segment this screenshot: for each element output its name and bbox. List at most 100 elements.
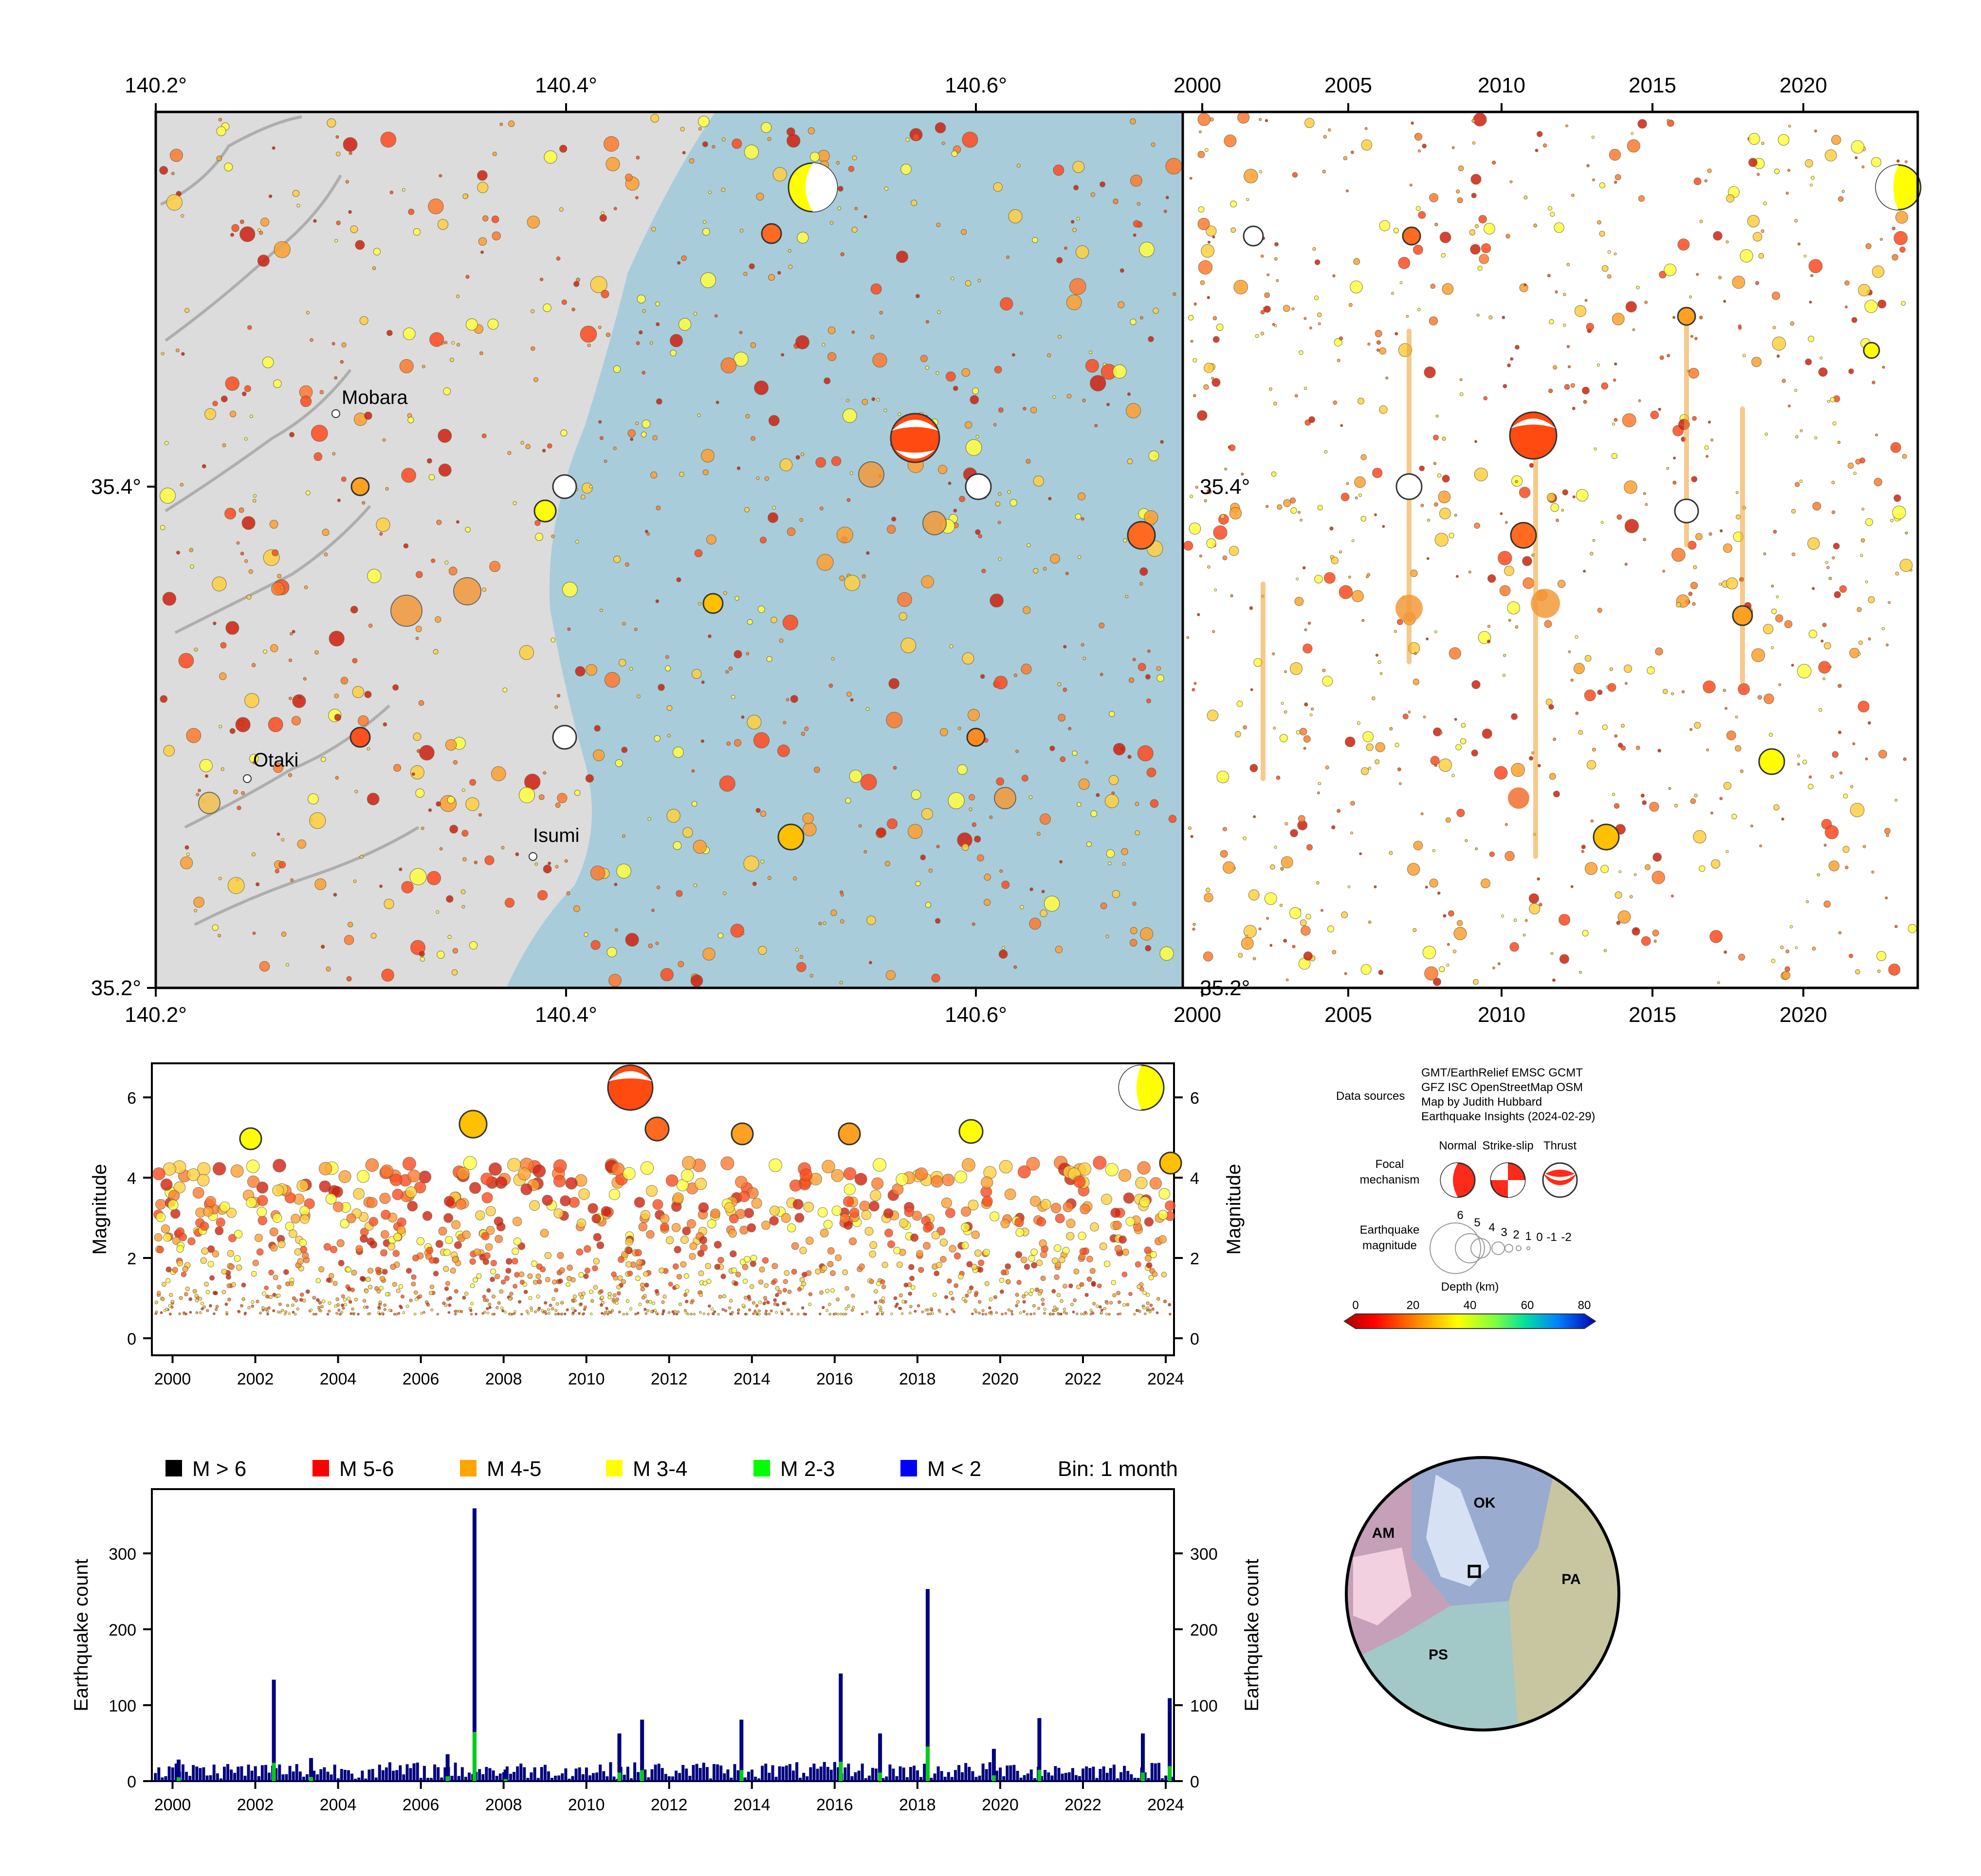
map-quake-dot [453, 760, 458, 765]
time-section-quake-dot [1575, 635, 1578, 639]
map-quake-dot [278, 861, 286, 869]
map-quake-dot [1127, 755, 1132, 759]
x-tick-label: 2002 [237, 1370, 274, 1388]
magnitude-quake-dot [1010, 1310, 1013, 1313]
time-section-quake-dot [1890, 442, 1901, 453]
map-quake-dot [204, 774, 209, 778]
magnitude-quake-dot [482, 1294, 486, 1299]
map-quake-dot [1151, 142, 1156, 147]
magnitude-quake-dot [752, 1301, 756, 1305]
time-section-quake-dot [1750, 824, 1754, 828]
magnitude-quake-dot [753, 1310, 757, 1313]
time-section-quake-dot [1784, 620, 1793, 628]
time-section-quake-dot [1850, 802, 1865, 818]
magnitude-quake-dot [951, 1308, 954, 1311]
time-section-quake-dot [1548, 704, 1554, 710]
map-quake-dot [1108, 861, 1112, 865]
time-section-quake-dot [1668, 787, 1671, 790]
magnitude-quake-dot [1020, 1257, 1027, 1263]
map-quake-dot [581, 494, 586, 500]
magnitude-quake-dot [635, 1275, 641, 1281]
map-quake-dot [702, 469, 709, 475]
magnitude-quake-dot [1060, 1312, 1063, 1316]
time-section-quake-dot [1266, 917, 1269, 920]
magnitude-quake-dot [989, 1297, 993, 1302]
map-quake-dot [477, 170, 488, 181]
magnitude-quake-dot [699, 1236, 707, 1244]
time-section-quake-dot [1772, 291, 1780, 300]
time-section-quake-dot [1360, 454, 1367, 460]
map-quake-dot [222, 443, 226, 448]
magnitude-quake-dot [231, 1282, 236, 1287]
time-section-quake-dot [1735, 745, 1742, 752]
histogram-bar-bin [578, 1767, 581, 1781]
map-quake-dot [162, 592, 177, 606]
time-section-quake-dot [1379, 220, 1391, 232]
histogram-bar-bin [826, 1767, 829, 1781]
map-quake-dot [334, 693, 339, 699]
magnitude-quake-dot [454, 1241, 462, 1249]
magnitude-quake-dot [347, 1287, 352, 1292]
map-quake-dot [1078, 778, 1090, 790]
magnitude-quake-dot [156, 1212, 166, 1222]
map-quake-dot [799, 518, 804, 522]
magnitude-quake-dot [735, 1176, 748, 1188]
time-section-quake-dot [1259, 170, 1263, 173]
time-section-quake-dot [1552, 978, 1556, 982]
magnitude-quake-dot [393, 1233, 402, 1241]
time-section-quake-dot [1812, 947, 1816, 951]
map-quake-dot [164, 441, 169, 445]
map-quake-dot [1113, 743, 1126, 756]
map-quake-dot [843, 408, 857, 423]
time-section-quake-dot [1398, 256, 1411, 269]
map-quake-dot [461, 905, 465, 909]
map-quake-dot [746, 652, 750, 656]
time-section-quake-dot [1484, 223, 1495, 235]
map-quake-dot [272, 549, 279, 556]
magnitude-quake-dot [554, 1312, 557, 1316]
time-section-quake-dot [1344, 972, 1347, 975]
histogram-bar-bin [1040, 1776, 1044, 1781]
time-section-quake-dot [1894, 925, 1898, 929]
time-section-quake-dot [1748, 158, 1758, 167]
map-quake-dot [801, 731, 806, 736]
time-section-quake-dot [1270, 864, 1275, 870]
time-section-quake-dot [1616, 514, 1622, 520]
time-section-quake-dot [1379, 672, 1383, 675]
magnitude-quake-dot [347, 1296, 351, 1301]
magnitude-quake-dot [388, 1309, 391, 1312]
magnitude-quake-dot [1060, 1299, 1064, 1303]
map-quake-dot [218, 876, 222, 880]
map-quake-dot [1068, 727, 1072, 730]
magnitude-quake-dot [915, 1167, 928, 1181]
map-quake-dot [651, 227, 656, 232]
magnitude-quake-dot [922, 1223, 932, 1233]
magnitude-quake-dot [1091, 1282, 1096, 1287]
x-tick-label: 2012 [651, 1370, 688, 1388]
map-quake-dot [501, 846, 505, 850]
time-section-quake-dot [1362, 731, 1374, 743]
magnitude-quake-dot [294, 1298, 298, 1303]
map-quake-dot [502, 687, 508, 692]
magnitude-quake-dot [825, 1289, 830, 1293]
histogram-bar-bin [192, 1765, 195, 1781]
map-quake-dot [642, 419, 651, 429]
time-section-quake-dot [1509, 180, 1513, 183]
time-section-quake-dot [1693, 830, 1706, 844]
magnitude-quake-dot [365, 1158, 379, 1172]
magnitude-quake-dot [291, 1214, 300, 1224]
magnitude-quake-dot [337, 1309, 341, 1312]
time-section-quake-dot [1407, 863, 1420, 876]
magnitude-quake-dot [616, 1285, 621, 1290]
place-label-mobara: Mobara [342, 387, 408, 408]
magnitude-quake-dot [272, 1213, 282, 1223]
map-quake-dot [269, 520, 278, 529]
magnitude-quake-dot [199, 1311, 202, 1314]
magnitude-quake-dot [721, 1308, 725, 1311]
histogram-bar-bin [978, 1775, 981, 1781]
magnitude-quake-dot [195, 1311, 199, 1314]
time-section-quake-dot [1457, 920, 1463, 927]
histogram-bar-bin [1054, 1766, 1057, 1781]
magnitude-quake-dot [450, 1267, 456, 1274]
map-quake-dot [900, 637, 917, 654]
